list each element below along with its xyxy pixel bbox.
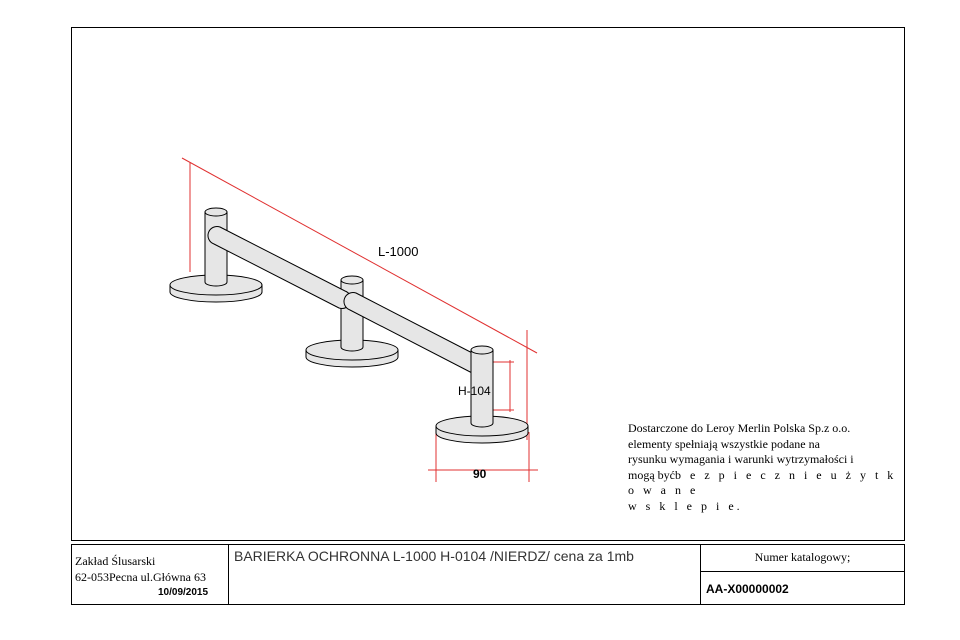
note-line-5: w s k l e p i e. xyxy=(628,498,743,513)
product-title: BARIERKA OCHRONNA L-1000 H-0104 /NIERDZ/… xyxy=(234,548,634,564)
post-right xyxy=(470,345,494,428)
title-block: Zakład Ślusarski 62-053Pecna ul.Główna 6… xyxy=(71,544,905,605)
certification-note: Dostarczone do Leroy Merlin Polska Sp.z … xyxy=(628,421,898,514)
note-line-1: Dostarczone do Leroy Merlin Polska Sp.z … xyxy=(628,421,851,435)
catalog-number: AA-X00000002 xyxy=(706,582,789,596)
note-line-4a: mogą być xyxy=(628,467,675,482)
note-line-4b: b e z p i e c z n i e u ż y t k o w a n … xyxy=(628,467,897,498)
product-title-cell: BARIERKA OCHRONNA L-1000 H-0104 /NIERDZ/… xyxy=(229,545,701,604)
catalog-divider xyxy=(701,571,904,572)
company-name: Zakład Ślusarski xyxy=(75,554,156,568)
length-dimension-line xyxy=(181,157,538,354)
catalog-label: Numer katalogowy; xyxy=(754,550,851,564)
catalog-cell: Numer katalogowy; AA-X00000002 xyxy=(701,545,904,604)
company-cell: Zakład Ślusarski 62-053Pecna ul.Główna 6… xyxy=(72,545,229,604)
drawing-frame xyxy=(71,27,905,541)
height-label: H-104 xyxy=(458,384,491,398)
company-address: 62-053Pecna ul.Główna 63 xyxy=(75,570,206,584)
note-line-4: mogą byćb e z p i e c z n i e u ż y t k … xyxy=(628,468,898,499)
length-label: L-1000 xyxy=(378,244,418,259)
barrier-parts xyxy=(169,207,529,444)
note-line-2: elementy spełniają wszystkie podane na xyxy=(628,436,820,451)
width-label: 90 xyxy=(473,467,487,481)
drawing-date: 10/09/2015 xyxy=(158,587,209,598)
note-line-3: rysunku wymagania i warunki wytrzymałośc… xyxy=(628,452,854,466)
